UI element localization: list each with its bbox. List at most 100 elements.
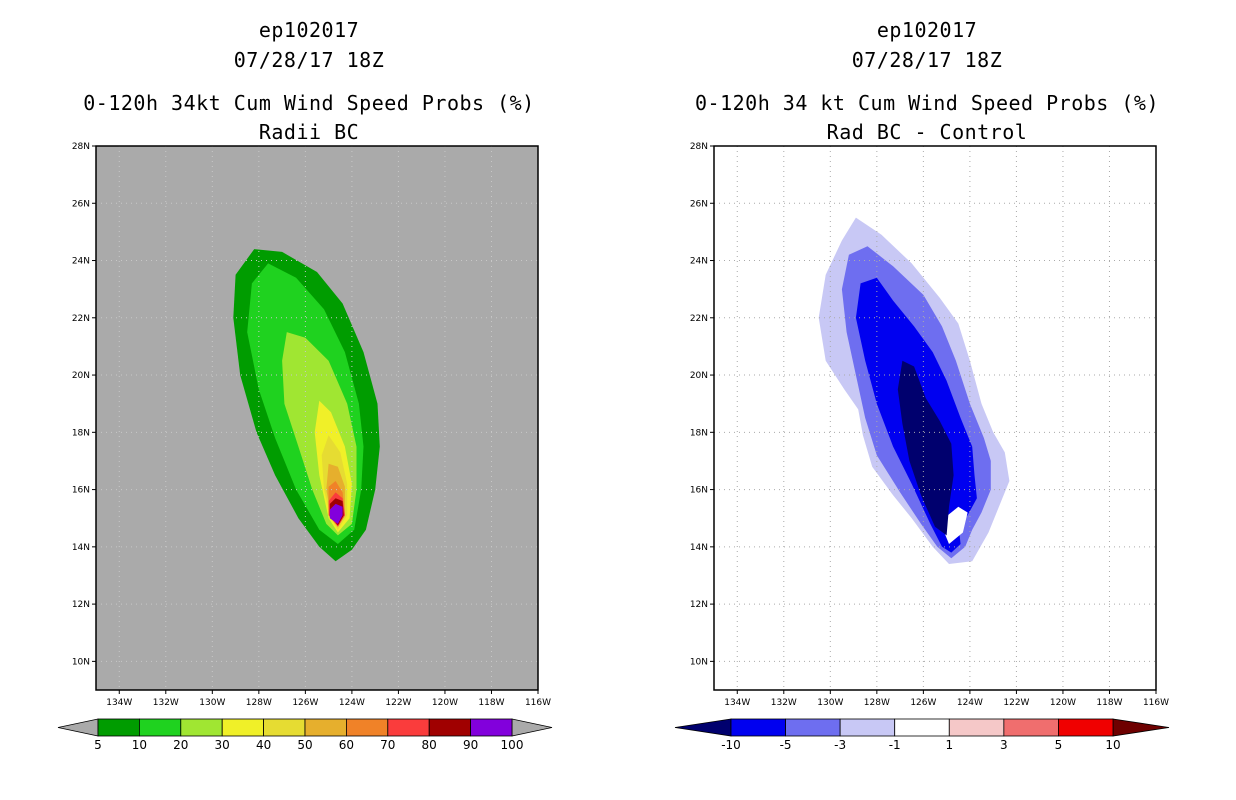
y-tick-label: 12N (72, 600, 90, 610)
colorbar-swatch (180, 718, 223, 737)
x-tick-label: 128W (864, 698, 890, 708)
y-tick-label: 24N (72, 257, 90, 267)
y-tick-label: 14N (72, 543, 90, 553)
colorbar-label: -10 (721, 738, 741, 752)
y-tick-label: 26N (72, 199, 90, 209)
colorbar-swatch (1003, 718, 1059, 737)
colorbar-label: 1 (945, 738, 953, 752)
y-tick-label: 12N (690, 600, 708, 610)
y-tick-label: 28N (690, 142, 708, 152)
colorbar-swatch (948, 718, 1005, 737)
colorbar-label: -3 (834, 738, 846, 752)
x-tick-label: 132W (153, 698, 179, 708)
colorbar-swatch (304, 718, 347, 737)
colorbar-over-arrow (511, 718, 553, 737)
left-chart: 134W 132W 130W 128W 126W 124W 122W 120W 118W 116W… (57, 142, 553, 752)
colorbar-label: 80 (422, 738, 437, 752)
grid (96, 146, 538, 690)
colorbar-swatch (345, 718, 389, 737)
contour-3 (944, 506, 968, 544)
y-tick-label: 14N (690, 543, 708, 553)
storm-id: ep102017 (258, 18, 360, 42)
chart-title: 0-120h 34kt Cum Wind Speed Probs (%) (83, 91, 535, 115)
x-tick-label: 130W (199, 698, 225, 708)
x-tick-label: 118W (478, 698, 504, 708)
x-tick-label: 130W (817, 698, 843, 708)
right-panel: ep102017 07/28/17 18Z 0-120h 34 kt Cum W… (618, 0, 1236, 800)
grid (714, 146, 1156, 690)
colorbar-under-arrow (57, 718, 99, 737)
x-tick-label: 126W (292, 698, 318, 708)
colorbar: 5 10 20 30 40 50 60 70 80 90 100 (57, 718, 553, 752)
colorbar-swatch (785, 718, 841, 737)
x-tick-label: 122W (1003, 698, 1029, 708)
x-tick-label: 116W (1143, 698, 1169, 708)
left-panel: ep102017 07/28/17 18Z 0-120h 34kt Cum Wi… (57, 18, 553, 752)
colorbar-swatch (1058, 718, 1114, 737)
colorbar-label: -1 (889, 738, 901, 752)
y-tick-label: 24N (690, 257, 708, 267)
colorbar-label: -5 (780, 738, 792, 752)
x-tick-label: 134W (106, 698, 132, 708)
x-tick-label: 116W (525, 698, 551, 708)
colorbar-label: 40 (256, 738, 271, 752)
y-tick-label: 20N (690, 371, 708, 381)
colorbar-swatch (470, 718, 513, 737)
storm-id: ep102017 (876, 18, 978, 42)
colorbar-swatch (97, 718, 140, 737)
chart-subtitle: Radii BC (258, 120, 360, 144)
y-tick-label: 10N (690, 657, 708, 667)
y-tick-label: 10N (72, 657, 90, 667)
colorbar-label: 90 (463, 738, 478, 752)
colorbar-label: 60 (339, 738, 354, 752)
y-tick-label: 18N (690, 428, 708, 438)
x-tick-label: 120W (432, 698, 458, 708)
y-tick-label: 22N (690, 314, 708, 324)
colorbar-label: 5 (1055, 738, 1063, 752)
colorbar-swatch (428, 718, 472, 737)
right-chart: 134W 132W 130W 128W 126W 124W 122W 120W 118W 116W… (674, 142, 1170, 752)
chart-title: 0-120h 34 kt Cum Wind Speed Probs (%) (694, 91, 1160, 115)
y-tick-label: 20N (72, 371, 90, 381)
colorbar-label: 30 (215, 738, 230, 752)
y-tick-label: 16N (690, 486, 708, 496)
y-tick-label: 18N (72, 428, 90, 438)
x-tick-label: 124W (339, 698, 365, 708)
x-tick-label: 122W (385, 698, 411, 708)
colorbar-label: 5 (94, 738, 102, 752)
colorbar-over-arrow (1112, 718, 1170, 737)
colorbar-label: 10 (132, 738, 147, 752)
colorbar-label: 70 (380, 738, 395, 752)
x-tick-label: 134W (724, 698, 750, 708)
x-tick-label: 118W (1096, 698, 1122, 708)
contour-9 (329, 503, 343, 524)
y-tick-label: 28N (72, 142, 90, 152)
colorbar-under-arrow (674, 718, 732, 737)
contour-4 (897, 360, 954, 536)
colorbar-swatch (221, 718, 264, 737)
colorbar-swatch (730, 718, 786, 737)
colorbar-swatch (387, 718, 430, 737)
x-tick-label: 132W (771, 698, 797, 708)
datetime: 07/28/17 18Z (233, 48, 385, 72)
y-tick-label: 22N (72, 314, 90, 324)
colorbar-label: 100 (501, 738, 524, 752)
x-tick-label: 126W (910, 698, 936, 708)
datetime: 07/28/17 18Z (851, 48, 1003, 72)
colorbar-label: 10 (1105, 738, 1120, 752)
x-tick-label: 124W (957, 698, 983, 708)
x-tick-label: 128W (246, 698, 272, 708)
colorbar-label: 20 (173, 738, 188, 752)
plot-frame (713, 145, 1157, 691)
colorbar-swatch (263, 718, 306, 737)
x-tick-label: 120W (1050, 698, 1076, 708)
y-tick-label: 26N (690, 199, 708, 209)
colorbar: -10 -5 -3 -1 1 3 5 10 (674, 718, 1170, 752)
chart-subtitle: Rad BC - Control (826, 120, 1028, 144)
colorbar-label: 50 (297, 738, 312, 752)
y-tick-label: 16N (72, 486, 90, 496)
plot-frame (95, 145, 539, 691)
colorbar-swatch (894, 718, 950, 737)
colorbar-swatch (839, 718, 896, 737)
colorbar-label: 3 (1000, 738, 1008, 752)
